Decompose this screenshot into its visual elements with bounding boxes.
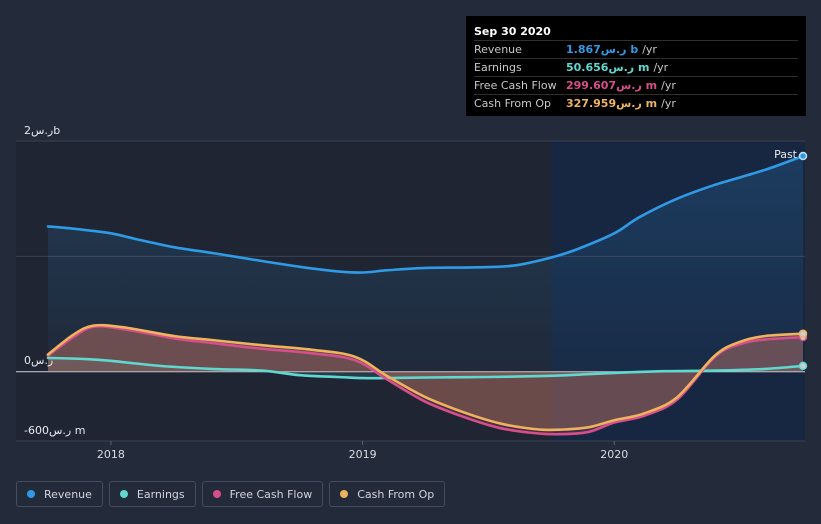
legend: Revenue Earnings Free Cash Flow Cash Fro…: [16, 481, 446, 507]
x-tick-label: 2019: [349, 448, 377, 461]
earnings-end-marker: [798, 361, 808, 371]
legend-item-revenue[interactable]: Revenue: [16, 481, 103, 507]
earnings-area: [48, 357, 803, 379]
free-cash-flow-dot-icon: [212, 490, 221, 498]
tooltip-value: 50.656ر.س m: [566, 61, 650, 74]
tooltip-row-earnings: Earnings 50.656ر.س m /yr: [474, 58, 798, 76]
tooltip-value: 1.867ر.س b: [566, 43, 639, 56]
legend-item-earnings[interactable]: Earnings: [108, 481, 196, 507]
tooltip-unit: /yr: [653, 61, 669, 74]
tooltip-label: Earnings: [474, 61, 522, 74]
legend-label: Earnings: [136, 487, 185, 501]
cash-from-op-line: [46, 323, 805, 432]
tooltip-label: Free Cash Flow: [474, 79, 557, 92]
legend-item-cash-from-op[interactable]: Cash From Op: [329, 481, 446, 507]
tooltip-label: Revenue: [474, 43, 522, 56]
y-axis-bottom-label: -600ر.س m: [24, 424, 85, 437]
tooltip-value: 327.959ر.س m: [566, 97, 658, 110]
revenue-area: [48, 156, 803, 372]
earnings-dot-icon: [119, 490, 128, 498]
tooltip-row-revenue: Revenue 1.867ر.س b /yr: [474, 40, 798, 58]
tooltip-unit: /yr: [661, 97, 676, 110]
legend-label: Free Cash Flow: [229, 487, 313, 501]
cash-from-op-dot-icon: [340, 490, 349, 498]
past-label: Past: [774, 148, 798, 161]
cash-from-op-end-marker: [798, 329, 808, 338]
tooltip-unit: /yr: [661, 79, 676, 92]
legend-label: Cash From Op: [357, 487, 435, 501]
x-tick-label: 2018: [97, 448, 125, 461]
tooltip-value: 299.607ر.س m: [566, 79, 658, 92]
free-cash-flow-line: [46, 325, 805, 436]
tooltip-label: Cash From Op: [474, 97, 552, 110]
free-cash-flow-area: [48, 326, 803, 435]
y-axis-zero-label: ر.س0: [24, 354, 53, 367]
tooltip-row-cash-from-op: Cash From Op 327.959ر.س m /yr: [474, 94, 798, 112]
x-tick-label: 2020: [600, 448, 628, 461]
legend-item-free-cash-flow[interactable]: Free Cash Flow: [201, 481, 324, 507]
revenue-dot-icon: [27, 490, 35, 498]
revenue-end-marker: [798, 151, 808, 161]
tooltip-date: Sep 30 2020: [474, 25, 551, 38]
data-tooltip: Sep 30 2020 Revenue 1.867ر.س b /yr Earni…: [466, 16, 806, 116]
tooltip-row-free-cash-flow: Free Cash Flow 299.607ر.س m /yr: [474, 76, 798, 94]
y-axis-top-label: ر.س2b: [24, 124, 60, 137]
earnings-line: [46, 356, 805, 380]
tooltip-unit: /yr: [642, 43, 657, 56]
legend-label: Revenue: [44, 487, 92, 501]
revenue-line: [46, 154, 805, 274]
